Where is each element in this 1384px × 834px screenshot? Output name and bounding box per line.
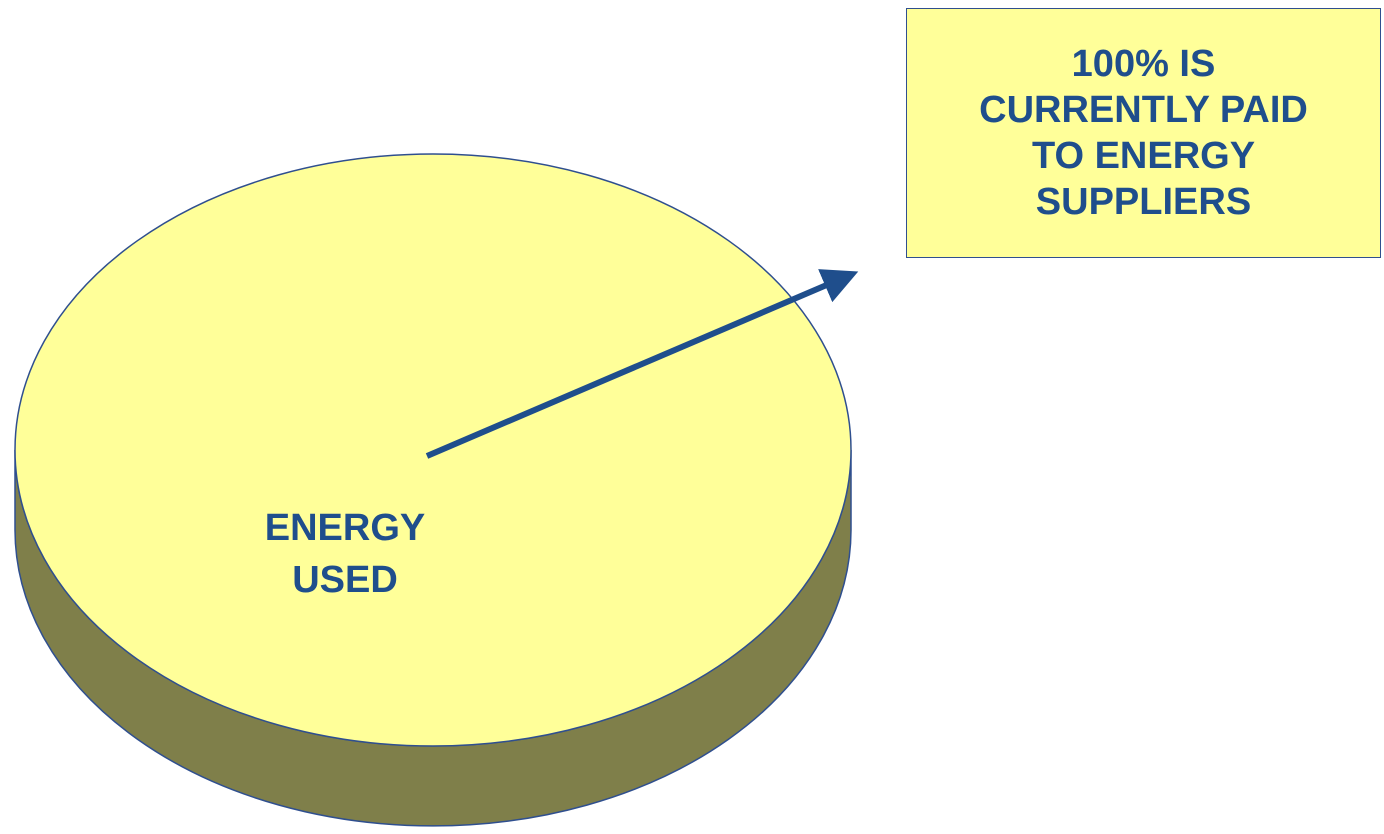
- pie-slice-label: ENERGY USED: [200, 502, 490, 606]
- pie-slice-label-line-2: USED: [292, 559, 398, 601]
- callout-line-4: SUPPLIERS: [1035, 181, 1252, 223]
- pie-slice-label-line-1: ENERGY: [264, 507, 426, 549]
- callout-line-3: TO ENERGY: [1031, 135, 1256, 177]
- callout-box: 100% IS CURRENTLY PAID TO ENERGY SUPPLIE…: [906, 8, 1381, 258]
- callout-line-2: CURRENTLY PAID: [979, 89, 1308, 131]
- callout-arrow: [425, 269, 859, 459]
- callout-line-1: 100% IS: [1071, 43, 1216, 85]
- pie-slice-energy-used: [14, 153, 852, 747]
